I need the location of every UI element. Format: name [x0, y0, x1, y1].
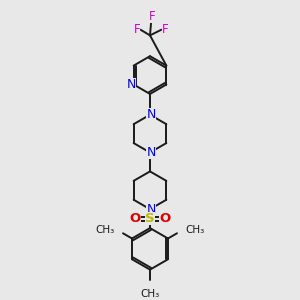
Text: CH₃: CH₃ — [95, 224, 115, 235]
Text: F: F — [134, 23, 140, 36]
Text: N: N — [146, 203, 156, 216]
Text: CH₃: CH₃ — [185, 224, 205, 235]
Text: O: O — [129, 212, 140, 225]
Text: N: N — [146, 108, 156, 121]
Text: N: N — [146, 146, 156, 159]
Text: F: F — [148, 10, 155, 23]
Text: N: N — [127, 78, 136, 91]
Text: S: S — [145, 212, 155, 225]
Text: O: O — [160, 212, 171, 225]
Text: CH₃: CH₃ — [140, 290, 160, 299]
Text: F: F — [162, 23, 168, 36]
